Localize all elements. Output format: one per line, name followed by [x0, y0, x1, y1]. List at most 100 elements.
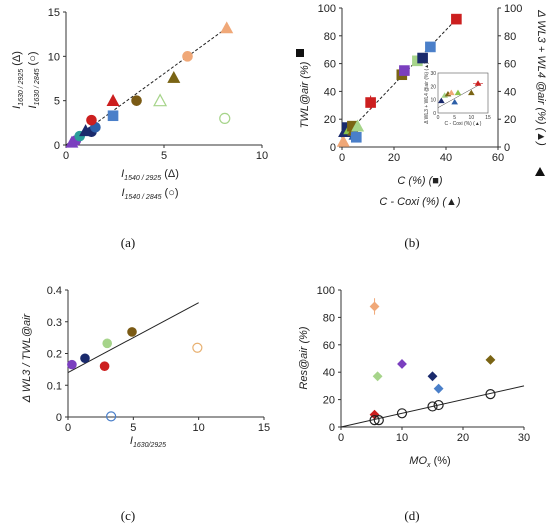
data-point — [80, 353, 90, 364]
data-point — [351, 119, 365, 132]
x-axis-label: MOx (%) — [409, 455, 450, 469]
x-tick-label: 0 — [339, 152, 345, 164]
y-tick-label: 10 — [48, 51, 60, 63]
inset-data-point — [451, 98, 459, 105]
y-axis-right-label: Δ WL3 + WL4 @air (%) (▲) — [535, 9, 547, 146]
x-tick-label: 10 — [396, 432, 408, 444]
data-point — [99, 361, 110, 372]
data-point — [79, 124, 93, 137]
y-tick-label: 0 — [330, 142, 336, 154]
y-tick-label: 80 — [323, 312, 335, 324]
inset-x-tick-label: 15 — [485, 115, 491, 121]
data-point — [192, 342, 203, 353]
y-right-tick-label: 20 — [504, 114, 516, 126]
y-right-tick-label: 100 — [504, 3, 522, 15]
data-point — [485, 354, 496, 365]
y-axis-label: I1630 / 2925 (Δ) — [11, 51, 25, 109]
inset-chart: 0 5 10 15 0 10 20 30 C - Coxi (%) (▲) Δ WL3 + WL4… — [424, 62, 491, 127]
y-right-tick-label: 80 — [504, 31, 516, 43]
x-tick-label: 60 — [492, 152, 504, 164]
data-point — [107, 110, 119, 122]
data-point — [86, 114, 97, 126]
y-axis-label-2: I1630 / 2845 (○) — [27, 51, 41, 108]
inset-data-point — [447, 89, 455, 96]
data-point — [397, 359, 407, 369]
inset-data-point — [474, 80, 482, 86]
data-point — [372, 371, 383, 382]
x-tick-label: 20 — [457, 432, 469, 444]
data-point — [106, 411, 117, 422]
x-axis-label: I1540 / 2925 (Δ) — [121, 168, 179, 182]
y-tick-label: 0 — [329, 422, 335, 434]
inset-data-point — [454, 89, 462, 96]
inset-y-tick-label: 10 — [430, 98, 436, 104]
data-point — [425, 41, 436, 53]
data-point — [399, 65, 410, 76]
y-tick-label: 15 — [48, 7, 60, 19]
x-axis-label: I1630/2925 — [130, 435, 166, 449]
inset-y-axis-label: Δ WL3 + WL4 @air (%) (▲) — [424, 62, 430, 124]
y-tick-label: 20 — [324, 114, 336, 126]
y-tick-label: 100 — [318, 3, 336, 15]
data-point — [396, 408, 408, 419]
y-tick-label: 0.2 — [47, 349, 62, 361]
panel-letter-b: (b) — [404, 235, 419, 250]
panel-letter-a: (a) — [121, 235, 135, 250]
data-point — [350, 131, 362, 143]
x-tick-label: 0 — [63, 150, 69, 162]
panel-c: 0 5 10 15 0 0.1 0.2 0.3 0.4 I1630/2925 Δ WL3 / TWL… — [21, 285, 270, 449]
x-tick-label: 10 — [256, 150, 268, 162]
inset-frame — [437, 72, 489, 114]
data-point — [451, 13, 462, 25]
y-tick-label: 60 — [324, 59, 336, 71]
data-point — [106, 94, 120, 106]
inset-x-tick-label: 5 — [453, 115, 456, 121]
data-point — [127, 327, 137, 337]
y-tick-label: 80 — [324, 31, 336, 43]
fit-line — [340, 385, 525, 428]
x-tick-label: 15 — [258, 422, 270, 434]
legend-square-icon — [296, 49, 304, 57]
y-axis-label: Res@air (%) — [298, 326, 310, 389]
y-tick-label: 5 — [54, 96, 60, 108]
data-point — [427, 401, 438, 412]
panel-letter-c: (c) — [121, 508, 135, 523]
panel-a: 0 5 10 0 5 10 15 I1540 / 2925 (Δ) I1540 / 2845 (… — [11, 7, 268, 201]
y-tick-label: 0 — [54, 140, 60, 152]
x-axis-label-2: C - Coxi (%) (▲) — [379, 196, 460, 208]
inset-x-tick-label: 10 — [469, 115, 475, 121]
inset-y-tick-label: 30 — [430, 71, 436, 77]
y-right-tick-label: 0 — [504, 142, 510, 154]
data-point — [433, 399, 444, 411]
data-point — [219, 112, 231, 125]
x-axis-label-2: I1540 / 2845 (○) — [121, 187, 178, 201]
y-axis-label: Δ WL3 / TWL@air — [21, 312, 33, 403]
data-point — [369, 415, 380, 426]
y-tick-label: 20 — [323, 395, 335, 407]
data-point — [182, 51, 193, 62]
y-tick-label: 0.4 — [47, 285, 62, 297]
x-tick-label: 0 — [65, 422, 71, 434]
data-point — [373, 415, 384, 426]
y-tick-label: 0.3 — [47, 317, 62, 329]
y-tick-label: 100 — [317, 285, 335, 297]
fit-line — [65, 27, 228, 146]
panel-d: 0 10 20 30 0 20 40 60 80 100 MOx (%) Res@air (%) — [298, 285, 530, 469]
x-tick-label: 5 — [161, 150, 167, 162]
y-tick-label: 40 — [323, 367, 335, 379]
y-tick-label: 60 — [323, 340, 335, 352]
y-right-tick-label: 60 — [504, 59, 516, 71]
x-tick-label: 10 — [193, 422, 205, 434]
x-tick-label: 20 — [388, 152, 400, 164]
data-point — [485, 389, 496, 400]
data-point — [102, 338, 112, 349]
inset-x-axis-label: C - Coxi (%) (▲) — [445, 121, 482, 127]
inset-y-tick-label: 0 — [433, 111, 436, 117]
inset-x-tick-label: 0 — [437, 115, 440, 121]
data-point — [220, 21, 234, 34]
x-tick-label: 0 — [338, 432, 344, 444]
data-point — [427, 371, 438, 382]
data-point — [336, 134, 350, 147]
